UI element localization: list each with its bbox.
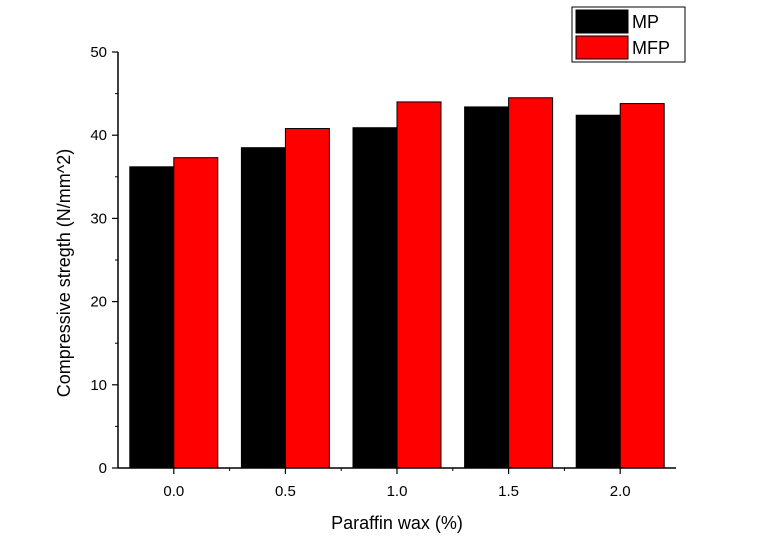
bars-group <box>129 97 665 469</box>
bar-mfp-1.0 <box>396 101 442 469</box>
x-tick-label: 1.5 <box>498 483 519 500</box>
bar-mp-0.0 <box>129 166 175 469</box>
bar-mfp-0.0 <box>173 157 219 469</box>
legend-swatch-mfp <box>575 35 629 60</box>
bar-mfp-2.0 <box>619 103 665 469</box>
y-tick-label: 20 <box>90 294 107 311</box>
bar-mp-0.5 <box>240 147 286 469</box>
x-ticks-group: 0.0 0.5 1.0 1.5 2.0 <box>163 468 631 500</box>
x-tick-label: 1.0 <box>387 483 408 500</box>
y-ticks-group: 0 10 20 30 40 50 <box>90 44 118 477</box>
bar-mfp-0.5 <box>284 128 330 469</box>
legend-swatch-mp <box>575 9 629 34</box>
y-axis-title: Compressive stregth (N/mm^2) <box>54 149 74 398</box>
legend-label-mfp: MFP <box>632 38 670 58</box>
x-axis-title: Paraffin wax (%) <box>331 513 463 533</box>
x-tick-label: 0.0 <box>163 483 184 500</box>
bar-mp-2.0 <box>575 114 621 469</box>
bar-mfp-1.5 <box>508 97 554 469</box>
legend-label-mp: MP <box>632 12 659 32</box>
y-tick-label: 40 <box>90 127 107 144</box>
x-tick-label: 2.0 <box>610 483 631 500</box>
legend: MP MFP <box>571 6 686 63</box>
bar-mp-1.5 <box>464 106 510 469</box>
bar-mp-1.0 <box>352 127 398 469</box>
y-tick-label: 50 <box>90 44 107 61</box>
y-tick-label: 0 <box>99 460 107 477</box>
y-tick-label: 30 <box>90 210 107 227</box>
y-tick-label: 10 <box>90 377 107 394</box>
x-tick-label: 0.5 <box>275 483 296 500</box>
